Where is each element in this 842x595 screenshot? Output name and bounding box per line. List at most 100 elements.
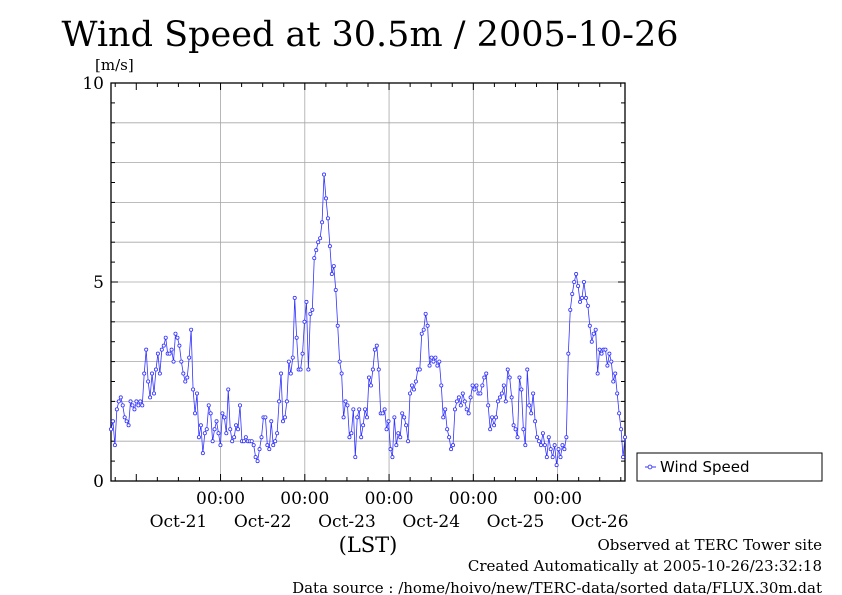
data-point [478, 391, 483, 396]
data-point [282, 415, 287, 420]
data-point [138, 399, 143, 404]
data-point [486, 403, 491, 408]
data-point [234, 423, 239, 428]
data-point [216, 431, 221, 436]
data-point [349, 431, 354, 436]
data-point [507, 375, 512, 380]
y-tick-label: 0 [93, 472, 104, 492]
data-point [323, 196, 328, 201]
data-point [185, 375, 190, 380]
legend-label: Wind Speed [660, 458, 750, 476]
data-point [423, 311, 428, 316]
data-point [347, 435, 352, 440]
data-point [140, 403, 145, 408]
data-point [435, 363, 440, 368]
data-point [259, 435, 264, 440]
data-point [433, 355, 438, 360]
data-point [329, 272, 334, 277]
data-point [118, 395, 123, 400]
data-point [495, 399, 500, 404]
data-point [574, 272, 579, 277]
data-point [126, 423, 131, 428]
data-point [255, 459, 260, 464]
data-point [587, 323, 592, 328]
data-point [523, 443, 528, 448]
data-point [445, 427, 450, 432]
data-point [376, 367, 381, 372]
data-point [505, 367, 510, 372]
data-point [542, 443, 547, 448]
data-point [179, 359, 184, 364]
data-point [189, 327, 194, 332]
legend-box [636, 452, 823, 482]
data-point [134, 399, 139, 404]
data-point [155, 351, 160, 356]
series-line [110, 174, 626, 466]
data-point [208, 411, 213, 416]
data-point [218, 443, 223, 448]
y-axis-unit-label: [m/s] [95, 56, 134, 74]
data-point [368, 383, 373, 388]
data-point [337, 359, 342, 364]
data-point [570, 291, 575, 296]
data-point [196, 435, 201, 440]
data-point [454, 399, 459, 404]
data-point [251, 443, 256, 448]
data-point [458, 403, 463, 408]
data-point [142, 371, 147, 376]
data-point [398, 435, 403, 440]
data-point [572, 279, 577, 284]
series-wind-speed [109, 172, 628, 468]
y-tick-label: 10 [82, 74, 104, 94]
data-point [163, 335, 168, 340]
data-point [109, 427, 114, 432]
data-point [452, 407, 457, 412]
data-point [363, 407, 368, 412]
data-point [404, 423, 409, 428]
data-point [388, 447, 393, 452]
data-point [538, 443, 543, 448]
data-point [603, 347, 608, 352]
data-point [128, 399, 133, 404]
data-point [441, 415, 446, 420]
data-point [157, 371, 162, 376]
data-point [556, 447, 561, 452]
data-point [580, 295, 585, 300]
data-point [550, 455, 555, 460]
data-point [462, 399, 467, 404]
data-point [194, 391, 199, 396]
data-point [490, 415, 495, 420]
data-point [609, 359, 614, 364]
data-point [540, 431, 545, 436]
data-point [451, 443, 456, 448]
data-point [552, 443, 557, 448]
data-point [279, 371, 284, 376]
data-point [236, 427, 241, 432]
data-point [531, 391, 536, 396]
data-point [456, 395, 461, 400]
data-point [613, 371, 618, 376]
data-point [394, 443, 399, 448]
data-point [150, 371, 155, 376]
footer-created-time: Created Automatically at 2005-10-26/23:3… [468, 557, 822, 575]
data-point [470, 383, 475, 388]
data-point [443, 407, 448, 412]
data-point [431, 359, 436, 364]
data-point [353, 455, 358, 460]
x-tick-time-label: 00:00 [449, 489, 498, 509]
data-point [413, 379, 418, 384]
data-point [562, 447, 567, 452]
data-point [312, 256, 317, 261]
data-point [267, 447, 272, 452]
x-tick-date-label: Oct-21 [150, 512, 208, 532]
data-point [585, 303, 590, 308]
y-tick-label: 5 [93, 273, 104, 293]
data-point [427, 363, 432, 368]
data-point [112, 443, 117, 448]
data-point [151, 391, 156, 396]
data-point [286, 359, 291, 364]
data-point [497, 395, 502, 400]
data-point [253, 455, 258, 460]
data-point [269, 419, 274, 424]
data-point [183, 379, 188, 384]
